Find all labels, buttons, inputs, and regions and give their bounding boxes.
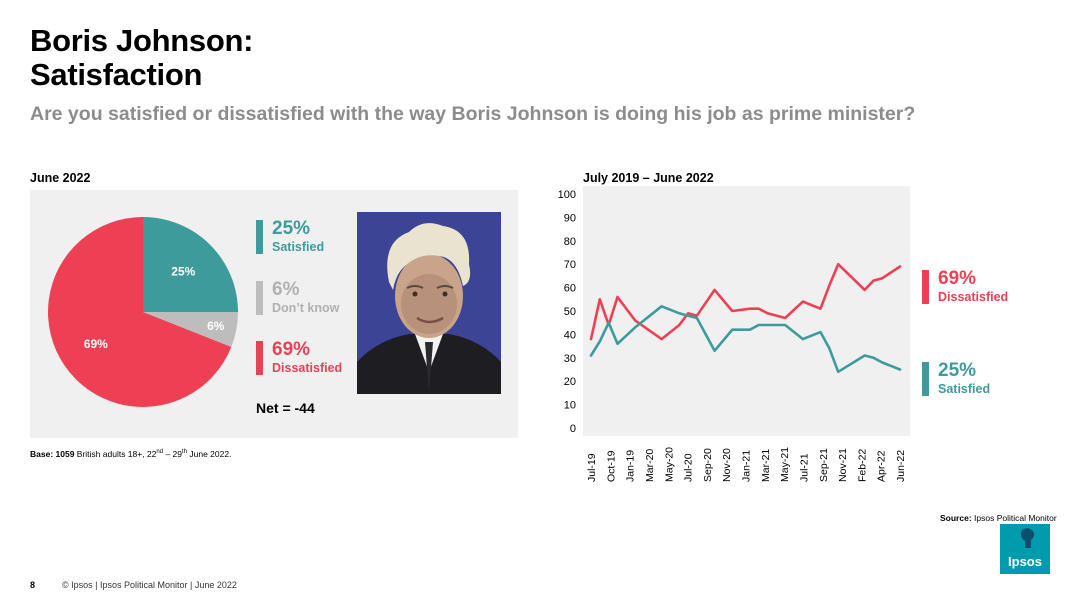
pie-slice-don-t-know — [143, 312, 238, 347]
legend-dissatisfied-swatch — [256, 341, 263, 375]
ipsos-logo-mark — [1021, 528, 1035, 548]
pie-panel: 25% 6% 69% 25% Satisfied 6% Don’t know 69%… — [30, 190, 518, 438]
page-title: Boris Johnson: Satisfaction — [30, 24, 253, 92]
x-tick-label: Apr-22 — [876, 450, 888, 482]
end-label-satisfied-name: Satisfied — [938, 382, 991, 396]
pie-label-dissatisfied: 69% — [84, 337, 108, 351]
y-tick-label: 90 — [564, 212, 576, 224]
series-line-dissatisfied — [589, 262, 902, 341]
legend-satisfied-name: Satisfied — [272, 240, 325, 254]
title-line-1: Boris Johnson: — [30, 23, 254, 58]
page-number: 8 — [30, 580, 36, 590]
y-tick-label: 100 — [558, 189, 576, 201]
legend-dont-know-pct: 6% — [272, 279, 300, 300]
ipsos-logo: Ipsos — [1000, 524, 1050, 574]
trend-line-chart: 0 10 20 30 40 50 60 70 80 90 100 Jul-19 Oct-19 Jan-19… — [558, 186, 910, 482]
source-note: Source: Ipsos Political Monitor — [940, 513, 1057, 523]
end-label-satisfied-pct: 25% — [938, 360, 977, 381]
end-label-satisfied-swatch — [922, 362, 929, 396]
pie-panel-label: June 2022 — [30, 171, 91, 185]
y-tick-label: 0 — [570, 423, 576, 435]
x-tick-label: Oct-19 — [605, 450, 617, 482]
base-note-end: June 2022. — [187, 449, 232, 459]
x-tick-label: Feb-22 — [856, 449, 868, 482]
y-tick-label: 20 — [564, 376, 576, 388]
base-note-sup1: nd — [156, 449, 164, 456]
end-label-dissatisfied-name: Dissatisfied — [938, 290, 1009, 304]
x-tick-label: Mar-20 — [644, 449, 656, 482]
pie-slice-satisfied — [143, 217, 238, 312]
title-line-2: Satisfaction — [30, 57, 203, 92]
survey-question: Are you satisfied or dissatisfied with t… — [30, 103, 916, 125]
y-tick-label: 50 — [564, 306, 576, 318]
x-tick-label: Jan-19 — [625, 450, 637, 482]
portrait-illustration — [357, 212, 501, 394]
end-label-dissatisfied-pct: 69% — [938, 268, 977, 289]
x-tick-label: Nov-21 — [837, 448, 849, 482]
y-tick-label: 80 — [564, 236, 576, 248]
portrait-photo — [357, 212, 501, 394]
legend-dont-know-name: Don’t know — [272, 301, 340, 315]
pie-slice-dissatisfied — [48, 217, 232, 407]
x-tick-label: Sep-21 — [818, 448, 830, 482]
x-tick-label: Jan-21 — [741, 450, 753, 482]
x-tick-label: May-20 — [663, 447, 675, 482]
legend-satisfied-swatch — [256, 220, 263, 254]
pie-label-don-t-know: 6% — [207, 319, 225, 333]
base-note-sup2: th — [182, 449, 188, 456]
x-tick-label: Sep-20 — [702, 448, 714, 482]
legend-satisfied-pct: 25% — [272, 218, 311, 239]
y-tick-label: 40 — [564, 329, 576, 341]
legend-dont-know-swatch — [256, 281, 263, 315]
x-tick-label: Mar-21 — [760, 449, 772, 482]
footer-copyright: © Ipsos | Ipsos Political Monitor | June… — [62, 580, 237, 590]
end-label-dissatisfied-swatch — [922, 270, 929, 304]
trend-panel-label: July 2019 – June 2022 — [583, 171, 714, 185]
base-note-text: British adults 18+, 22 — [74, 449, 157, 459]
y-tick-label: 10 — [564, 400, 576, 412]
pie-label-satisfied: 25% — [171, 265, 195, 279]
x-tick-label: Jul-19 — [586, 453, 598, 482]
net-score: Net = -44 — [256, 400, 315, 416]
legend-dissatisfied-name: Dissatisfied — [272, 361, 343, 375]
source-note-text: Ipsos Political Monitor — [971, 513, 1057, 523]
base-note: Base: 1059 British adults 18+, 22nd – 29… — [30, 449, 231, 459]
series-line-satisfied — [589, 305, 902, 374]
y-tick-label: 70 — [564, 259, 576, 271]
base-note-bold: Base: 1059 — [30, 449, 75, 459]
plot-area — [583, 186, 910, 436]
y-tick-label: 60 — [564, 283, 576, 295]
x-tick-label: Jul-20 — [683, 453, 695, 482]
source-note-bold: Source: — [940, 513, 972, 523]
base-note-mid: – 29 — [163, 449, 182, 459]
pie-chart: 25% 6% 69% — [48, 217, 238, 407]
y-tick-label: 30 — [564, 353, 576, 365]
ipsos-logo-text: Ipsos — [1008, 554, 1042, 569]
x-tick-label: Jul-21 — [798, 453, 810, 482]
x-tick-label: Nov-20 — [721, 448, 733, 482]
x-tick-label: May-21 — [779, 447, 791, 482]
legend-dissatisfied-pct: 69% — [272, 339, 311, 360]
x-tick-label: Jun-22 — [895, 450, 907, 482]
